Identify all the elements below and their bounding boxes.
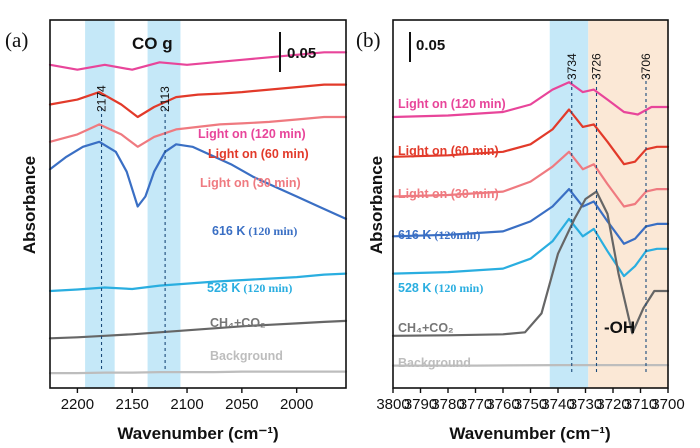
trace-label: 616 K (120min) bbox=[398, 228, 480, 242]
trace-label: Light on (120 min) bbox=[198, 127, 306, 141]
trace-label: 528 K (120 min) bbox=[207, 281, 292, 295]
trace-label: Light on (30 min) bbox=[200, 176, 301, 190]
x-tick-label: 2000 bbox=[280, 396, 313, 413]
series-line bbox=[391, 190, 670, 337]
series-line bbox=[48, 51, 348, 71]
highlight-band bbox=[85, 20, 115, 388]
x-tick-label: 3790 bbox=[404, 396, 437, 413]
series-line bbox=[391, 108, 670, 166]
peak-label: 3706 bbox=[639, 53, 653, 80]
x-axis-title: Wavenumber (cm⁻¹) bbox=[117, 424, 278, 443]
series-line bbox=[391, 150, 670, 208]
scale-bar-label: 0.05 bbox=[287, 45, 316, 62]
series-line bbox=[391, 364, 670, 367]
x-tick-label: 2100 bbox=[170, 396, 203, 413]
band-label: CO g bbox=[132, 34, 173, 53]
trace-label: 528 K (120 min) bbox=[398, 281, 483, 295]
panel-label: (a) bbox=[5, 28, 28, 52]
trace-label: Background bbox=[210, 349, 283, 363]
peak-label: 3726 bbox=[590, 53, 604, 80]
x-tick-label: 3780 bbox=[431, 396, 464, 413]
trace-label: CH₄+CO₂ bbox=[210, 316, 266, 330]
x-tick-label: 3720 bbox=[596, 396, 629, 413]
trace-label: Light on (60 min) bbox=[398, 144, 499, 158]
trace-label: Light on (120 min) bbox=[398, 97, 506, 111]
y-axis-title: Absorbance bbox=[367, 156, 386, 254]
x-axis-title: Wavenumber (cm⁻¹) bbox=[449, 424, 610, 443]
x-tick-label: 3740 bbox=[541, 396, 574, 413]
x-tick-label: 2050 bbox=[225, 396, 258, 413]
series-line bbox=[48, 370, 348, 375]
series-line bbox=[48, 115, 348, 148]
series-line bbox=[48, 319, 348, 340]
peak-label: 3734 bbox=[565, 53, 579, 80]
series-line bbox=[391, 217, 670, 278]
series-line bbox=[48, 83, 348, 119]
series-line bbox=[391, 81, 670, 119]
y-axis-title: Absorbance bbox=[20, 156, 39, 254]
peak-label: 2174 bbox=[95, 85, 109, 112]
trace-label: Background bbox=[398, 356, 471, 370]
trace-label: 616 K (120 min) bbox=[212, 224, 297, 238]
x-tick-label: 3710 bbox=[624, 396, 657, 413]
trace-label: Light on (30 min) bbox=[398, 187, 499, 201]
x-tick-label: 3770 bbox=[459, 396, 492, 413]
peak-label: 2113 bbox=[158, 86, 172, 112]
highlight-band bbox=[147, 20, 181, 388]
scale-bar-label: 0.05 bbox=[416, 37, 445, 54]
trace-label: Light on (60 min) bbox=[208, 147, 309, 161]
plot-frame bbox=[49, 19, 347, 389]
series-line bbox=[391, 188, 670, 245]
panel-label: (b) bbox=[356, 28, 381, 52]
x-tick-label: 2150 bbox=[116, 396, 149, 413]
x-tick-label: 3760 bbox=[486, 396, 519, 413]
band-label: -OH bbox=[604, 318, 635, 337]
x-tick-label: 3730 bbox=[569, 396, 602, 413]
x-tick-label: 3800 bbox=[376, 396, 409, 413]
x-tick-label: 3700 bbox=[651, 396, 684, 413]
x-tick-label: 3750 bbox=[514, 396, 547, 413]
x-tick-label: 2200 bbox=[61, 396, 94, 413]
trace-label: CH₄+CO₂ bbox=[398, 321, 454, 335]
series-line bbox=[48, 272, 348, 293]
